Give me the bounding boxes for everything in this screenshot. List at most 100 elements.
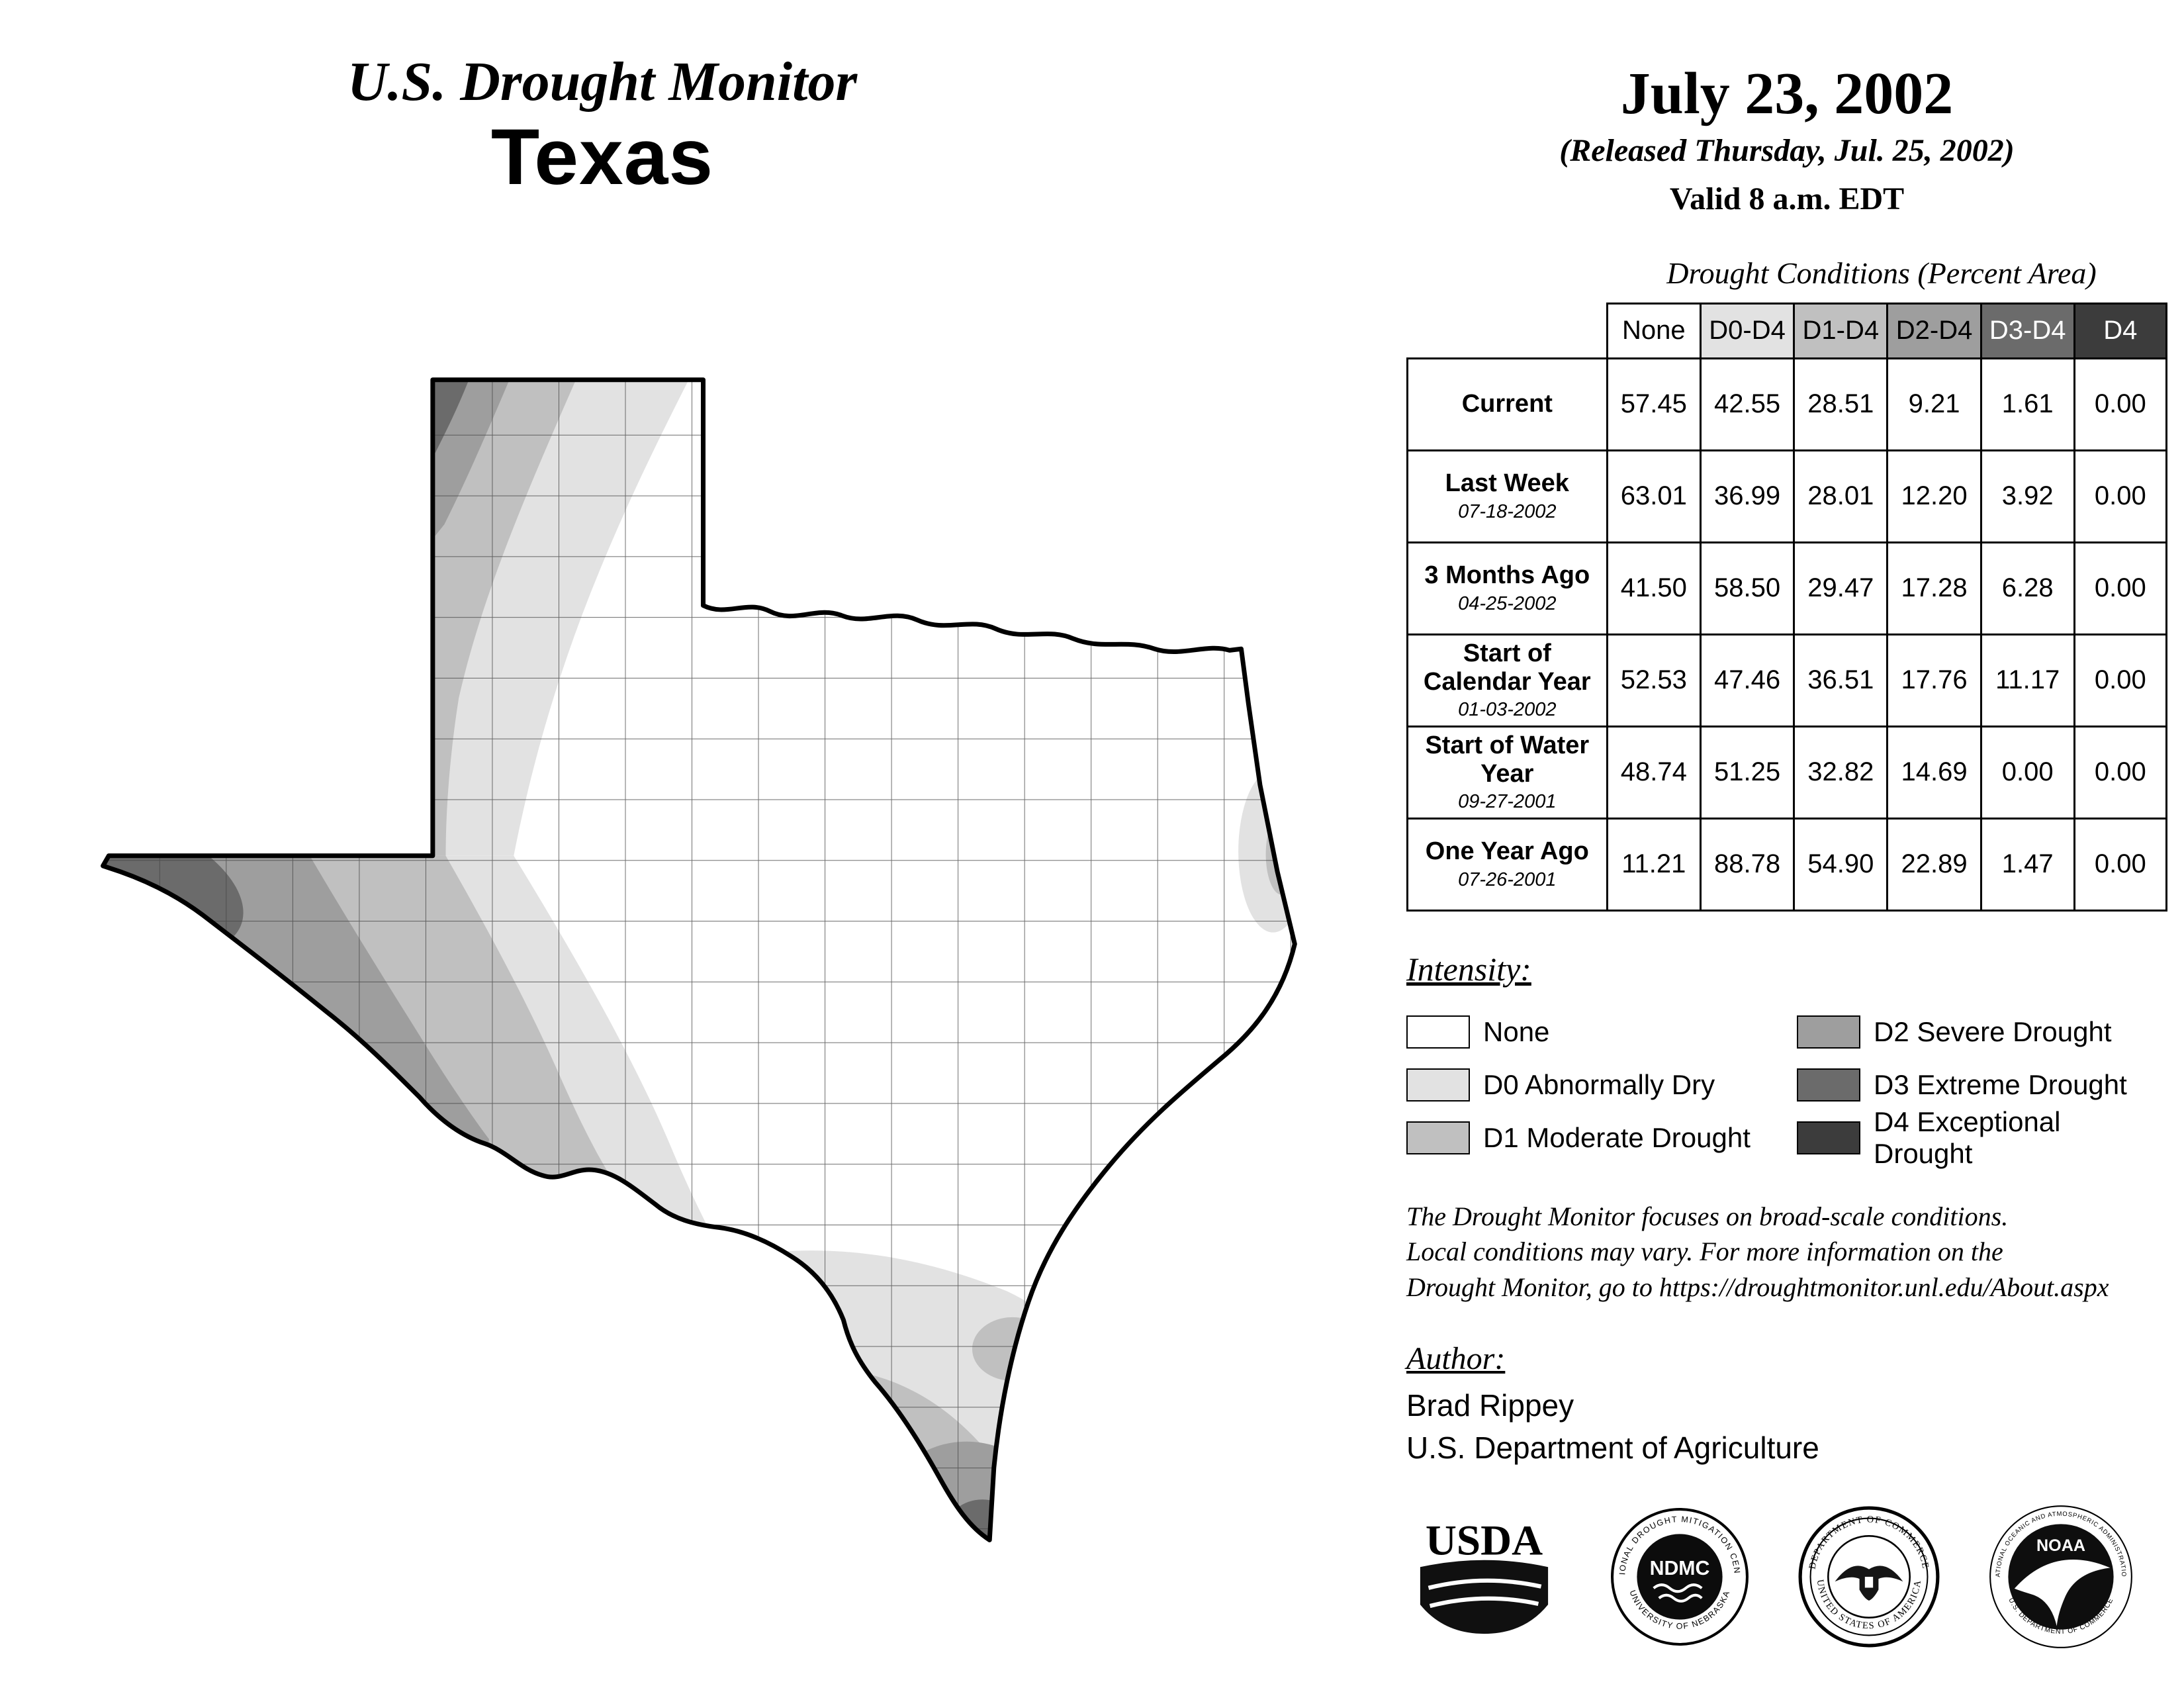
drought-shading: [103, 379, 1295, 1540]
row-label: Start of Calendar Year: [1423, 639, 1591, 696]
table-caption: Drought Conditions (Percent Area): [1666, 256, 2097, 290]
table-cell: 51.25: [1699, 725, 1796, 820]
info-panel: July 23, 2002 (Released Thursday, Jul. 2…: [1406, 61, 2168, 1688]
ndmc-wave-1: [1653, 1583, 1703, 1593]
table-cell: 63.01: [1606, 449, 1702, 543]
table-cell: 0.00: [2073, 817, 2168, 912]
disclaimer-line: The Drought Monitor focuses on broad-sca…: [1406, 1201, 2009, 1231]
legend-item-d3: D3 Extreme Drought: [1797, 1068, 2165, 1102]
table-cell: 41.50: [1606, 541, 1702, 635]
doc-logo: DEPARTMENT OF COMMERCE UNITED STATES OF …: [1798, 1506, 1940, 1648]
ndmc-wordmark: NDMC: [1650, 1558, 1710, 1579]
usda-swoosh-1: [1428, 1578, 1542, 1591]
county-grid: [103, 379, 1295, 1540]
author-org: U.S. Department of Agriculture: [1406, 1430, 1819, 1466]
ndmc-wave-2: [1658, 1594, 1703, 1603]
table-cell: 54.90: [1793, 817, 1889, 912]
agency-logos: USDA NATIONAL DROUGHT MITIGATION CENTER …: [1406, 1504, 2167, 1650]
map-date: July 23, 2002: [1620, 61, 1954, 126]
table-cell: 0.00: [1979, 725, 2075, 820]
drought-conditions-table: None D0-D4 D1-D4 D2-D4 D3-D4 D4 Current …: [1406, 302, 2168, 912]
disclaimer: The Drought Monitor focuses on broad-sca…: [1406, 1199, 2167, 1305]
table-cell: 6.28: [1979, 541, 2075, 635]
col-header-d1d4: D1-D4: [1793, 302, 1889, 359]
map-title-block: U.S. Drought Monitor Texas: [189, 51, 1016, 202]
usda-logo: USDA: [1420, 1517, 1549, 1634]
noaa-wordmark: NOAA: [2036, 1537, 2085, 1556]
region-name: Texas: [490, 113, 714, 202]
table-row-3-months-ago: 3 Months Ago 04-25-2002 41.50 58.50 29.4…: [1406, 541, 2168, 635]
legend-swatch-d2: [1797, 1015, 1860, 1049]
texas-map-container: [93, 374, 1337, 1560]
legend-swatch-d1: [1406, 1121, 1470, 1154]
col-header-none: None: [1606, 302, 1702, 359]
table-cell: 14.69: [1886, 725, 1982, 820]
table-cell: 12.20: [1886, 449, 1982, 543]
col-header-d2d4: D2-D4: [1886, 302, 1982, 359]
table-cell: 88.78: [1699, 817, 1796, 912]
table-cell: 11.17: [1979, 633, 2075, 727]
table-cell: 3.92: [1979, 449, 2075, 543]
report-title: U.S. Drought Monitor: [347, 51, 858, 113]
table-cell: 0.00: [2073, 725, 2168, 820]
usda-swoosh-2: [1429, 1596, 1539, 1609]
table-cell: 17.76: [1886, 633, 1982, 727]
table-row-start-water-year: Start of Water Year 09-27-2001 48.74 51.…: [1406, 725, 2168, 820]
table-cell: 28.51: [1793, 357, 1889, 451]
intensity-heading: Intensity:: [1406, 950, 1531, 988]
author-name: Brad Rippey: [1406, 1388, 1574, 1423]
released-date: (Released Thursday, Jul. 25, 2002): [1559, 132, 2015, 168]
table-cell: 9.21: [1886, 357, 1982, 451]
table-cell: 1.47: [1979, 817, 2075, 912]
table-header-row: None D0-D4 D1-D4 D2-D4 D3-D4 D4: [1407, 302, 2168, 359]
row-date: 04-25-2002: [1458, 592, 1557, 614]
site-url: droughtmonitor.unl.edu: [1406, 1684, 2167, 1688]
table-cell: 29.47: [1793, 541, 1889, 635]
table-cell: 17.28: [1886, 541, 1982, 635]
legend-swatch-d4: [1797, 1121, 1860, 1154]
row-label: 3 Months Ago: [1424, 561, 1590, 590]
table-cell: 32.82: [1793, 725, 1889, 820]
table-cell: 0.00: [2073, 357, 2168, 451]
noaa-bird: [2014, 1560, 2111, 1626]
table-row-start-calendar-year: Start of Calendar Year 01-03-2002 52.53 …: [1406, 633, 2168, 727]
table-row-one-year-ago: One Year Ago 07-26-2001 11.21 88.78 54.9…: [1406, 817, 2168, 912]
legend-item-none: None: [1406, 1015, 1797, 1049]
doc-shield: [1863, 1575, 1875, 1589]
row-date: 01-03-2002: [1458, 699, 1557, 721]
usda-wordmark: USDA: [1426, 1517, 1543, 1565]
table-cell: 28.01: [1793, 449, 1889, 543]
ndmc-logo: NATIONAL DROUGHT MITIGATION CENTER UNIVE…: [1610, 1507, 1749, 1646]
row-label: One Year Ago: [1425, 837, 1589, 866]
table-cell: 47.46: [1699, 633, 1796, 727]
legend-item-d1: D1 Moderate Drought: [1406, 1121, 1797, 1154]
legend-swatch-none: [1406, 1015, 1470, 1049]
legend-item-d2: D2 Severe Drought: [1797, 1015, 2165, 1049]
row-label: Start of Water Year: [1425, 731, 1590, 788]
disclaimer-line: Drought Monitor, go to https://droughtmo…: [1406, 1272, 2109, 1302]
col-header-d0d4: D0-D4: [1699, 302, 1796, 359]
row-label: Last Week: [1445, 469, 1569, 498]
table-cell: 22.89: [1886, 817, 1982, 912]
table-cell: 1.61: [1979, 357, 2075, 451]
table-cell: 0.00: [2073, 633, 2168, 727]
table-cell: 36.51: [1793, 633, 1889, 727]
texas-drought-map: [93, 374, 1337, 1560]
row-label: Current: [1461, 390, 1553, 418]
row-date: 07-26-2001: [1458, 868, 1557, 890]
col-header-d4: D4: [2073, 302, 2168, 359]
legend-item-d0: D0 Abnormally Dry: [1406, 1068, 1797, 1102]
intensity-legend: None D0 Abnormally Dry D1 Moderate Droug…: [1406, 1006, 2167, 1169]
col-header-d3d4: D3-D4: [1979, 302, 2075, 359]
author-heading: Author:: [1406, 1341, 1506, 1377]
disclaimer-line: Local conditions may vary. For more info…: [1406, 1237, 2003, 1267]
table-cell: 57.45: [1606, 357, 1702, 451]
table-row-current: Current 57.45 42.55 28.51 9.21 1.61 0.00: [1406, 357, 2168, 451]
table-cell: 36.99: [1699, 449, 1796, 543]
table-corner: [1407, 303, 1608, 358]
table-cell: 48.74: [1606, 725, 1702, 820]
noaa-logo: NATIONAL OCEANIC AND ATMOSPHERIC ADMINIS…: [1988, 1504, 2132, 1649]
table-cell: 42.55: [1699, 357, 1796, 451]
doc-mid-ring: [1809, 1517, 1929, 1636]
